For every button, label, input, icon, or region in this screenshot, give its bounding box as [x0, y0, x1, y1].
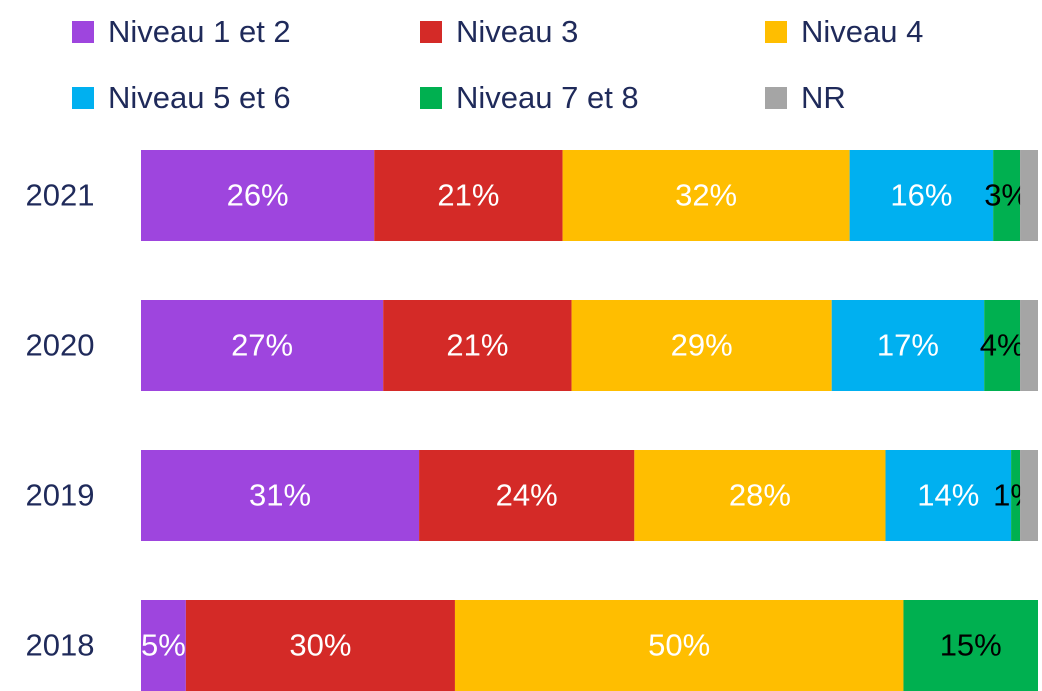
bar-segment [634, 450, 886, 541]
legend-label: Niveau 1 et 2 [108, 14, 291, 49]
bar-segment [141, 450, 420, 541]
bar-segment [1020, 450, 1038, 541]
data-label: 15% [940, 628, 1002, 663]
legend-swatch [765, 21, 787, 43]
data-label: 31% [249, 478, 311, 513]
y-tick-label: 2019 [26, 478, 95, 513]
legend-swatch [765, 87, 787, 109]
y-tick-label: 2021 [26, 178, 95, 213]
legend-label: Niveau 5 et 6 [108, 80, 291, 115]
legend-swatch [72, 21, 94, 43]
bar-segment [419, 450, 635, 541]
legend-swatch [420, 87, 442, 109]
bar-segment [1020, 150, 1038, 241]
data-label: 27% [231, 328, 293, 363]
legend-label: NR [801, 80, 846, 115]
data-label: 24% [496, 478, 558, 513]
bar-segment [571, 300, 832, 391]
bar-segment [562, 150, 850, 241]
bar-segment [141, 150, 375, 241]
data-label: 29% [671, 328, 733, 363]
legend-label: Niveau 3 [456, 14, 578, 49]
bar-segment [993, 150, 1021, 241]
data-label: 5% [141, 628, 186, 663]
data-label: 21% [446, 328, 508, 363]
data-label: 26% [227, 178, 289, 213]
bar-segment [185, 600, 455, 691]
data-label: 50% [648, 628, 710, 663]
data-label: 32% [675, 178, 737, 213]
y-tick-label: 2020 [26, 328, 95, 363]
bar-segment [141, 300, 384, 391]
bar-segment [849, 150, 994, 241]
legend-label: Niveau 4 [801, 14, 923, 49]
bar-segment [984, 300, 1021, 391]
data-label: 14% [917, 478, 979, 513]
legend-label: Niveau 7 et 8 [456, 80, 639, 115]
bar-segment [1020, 300, 1038, 391]
bar-segment [1011, 450, 1021, 541]
data-label: 17% [877, 328, 939, 363]
bar-segment [383, 300, 572, 391]
bar-segment [374, 150, 563, 241]
data-label: 30% [289, 628, 351, 663]
bar-segment [831, 300, 985, 391]
bar-segment [454, 600, 904, 691]
data-label: 28% [729, 478, 791, 513]
data-label: 21% [437, 178, 499, 213]
legend-swatch [72, 87, 94, 109]
legend-swatch [420, 21, 442, 43]
y-tick-label: 2018 [26, 628, 95, 663]
bar-segment [141, 600, 186, 691]
bar-segment [903, 600, 1038, 691]
bar-segment [885, 450, 1012, 541]
data-label: 16% [890, 178, 952, 213]
data-label: 4% [980, 328, 1025, 363]
